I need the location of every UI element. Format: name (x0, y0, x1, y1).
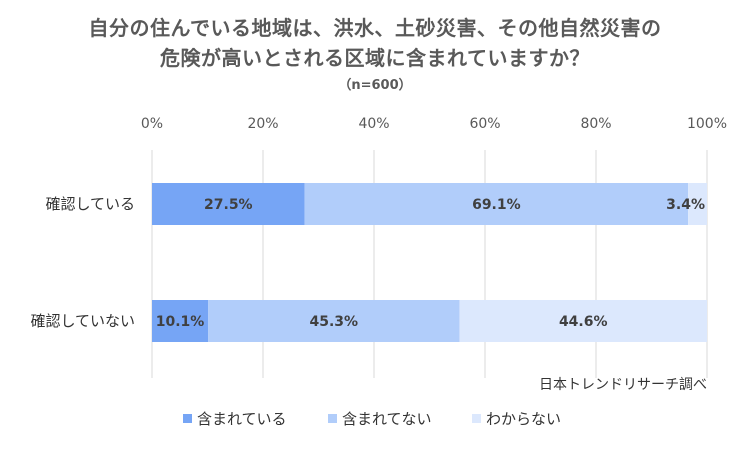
bar-segment (459, 300, 707, 342)
bar-segment (208, 300, 460, 342)
category-label: 確認していない (30, 312, 135, 330)
x-tick-label: 0% (141, 116, 163, 132)
legend-swatch (183, 414, 192, 423)
data-label: 45.3% (309, 314, 358, 330)
x-tick-label: 80% (580, 116, 611, 132)
data-label: 27.5% (204, 197, 253, 213)
chart-title-line-2: 危険が高いとされる区域に含まれていますか？ (160, 46, 590, 70)
category-label: 確認している (45, 195, 135, 213)
legend-label: 含まれてない (342, 410, 432, 428)
legend-label: 含まれている (197, 410, 287, 428)
x-tick-label: 40% (358, 116, 389, 132)
chart-subtitle: （n=600） (338, 78, 412, 93)
bar-segment (304, 183, 689, 225)
legend-label: わからない (486, 410, 561, 428)
data-label: 10.1% (156, 314, 205, 330)
data-label: 3.4% (666, 197, 705, 213)
x-tick-label: 20% (247, 116, 278, 132)
data-label: 44.6% (559, 314, 608, 330)
data-label: 69.1% (472, 197, 521, 213)
source-note: 日本トレンドリサーチ調べ (539, 377, 707, 393)
legend-swatch (328, 414, 337, 423)
x-tick-label: 60% (469, 116, 500, 132)
legend-swatch (472, 414, 481, 423)
bar-segment (152, 300, 209, 342)
x-tick-label: 100% (687, 116, 727, 132)
bar-segment (688, 183, 707, 225)
chart-title-line-1: 自分の住んでいる地域は、洪水、土砂災害、その他自然災害の (88, 16, 662, 40)
bar-segment (152, 183, 305, 225)
